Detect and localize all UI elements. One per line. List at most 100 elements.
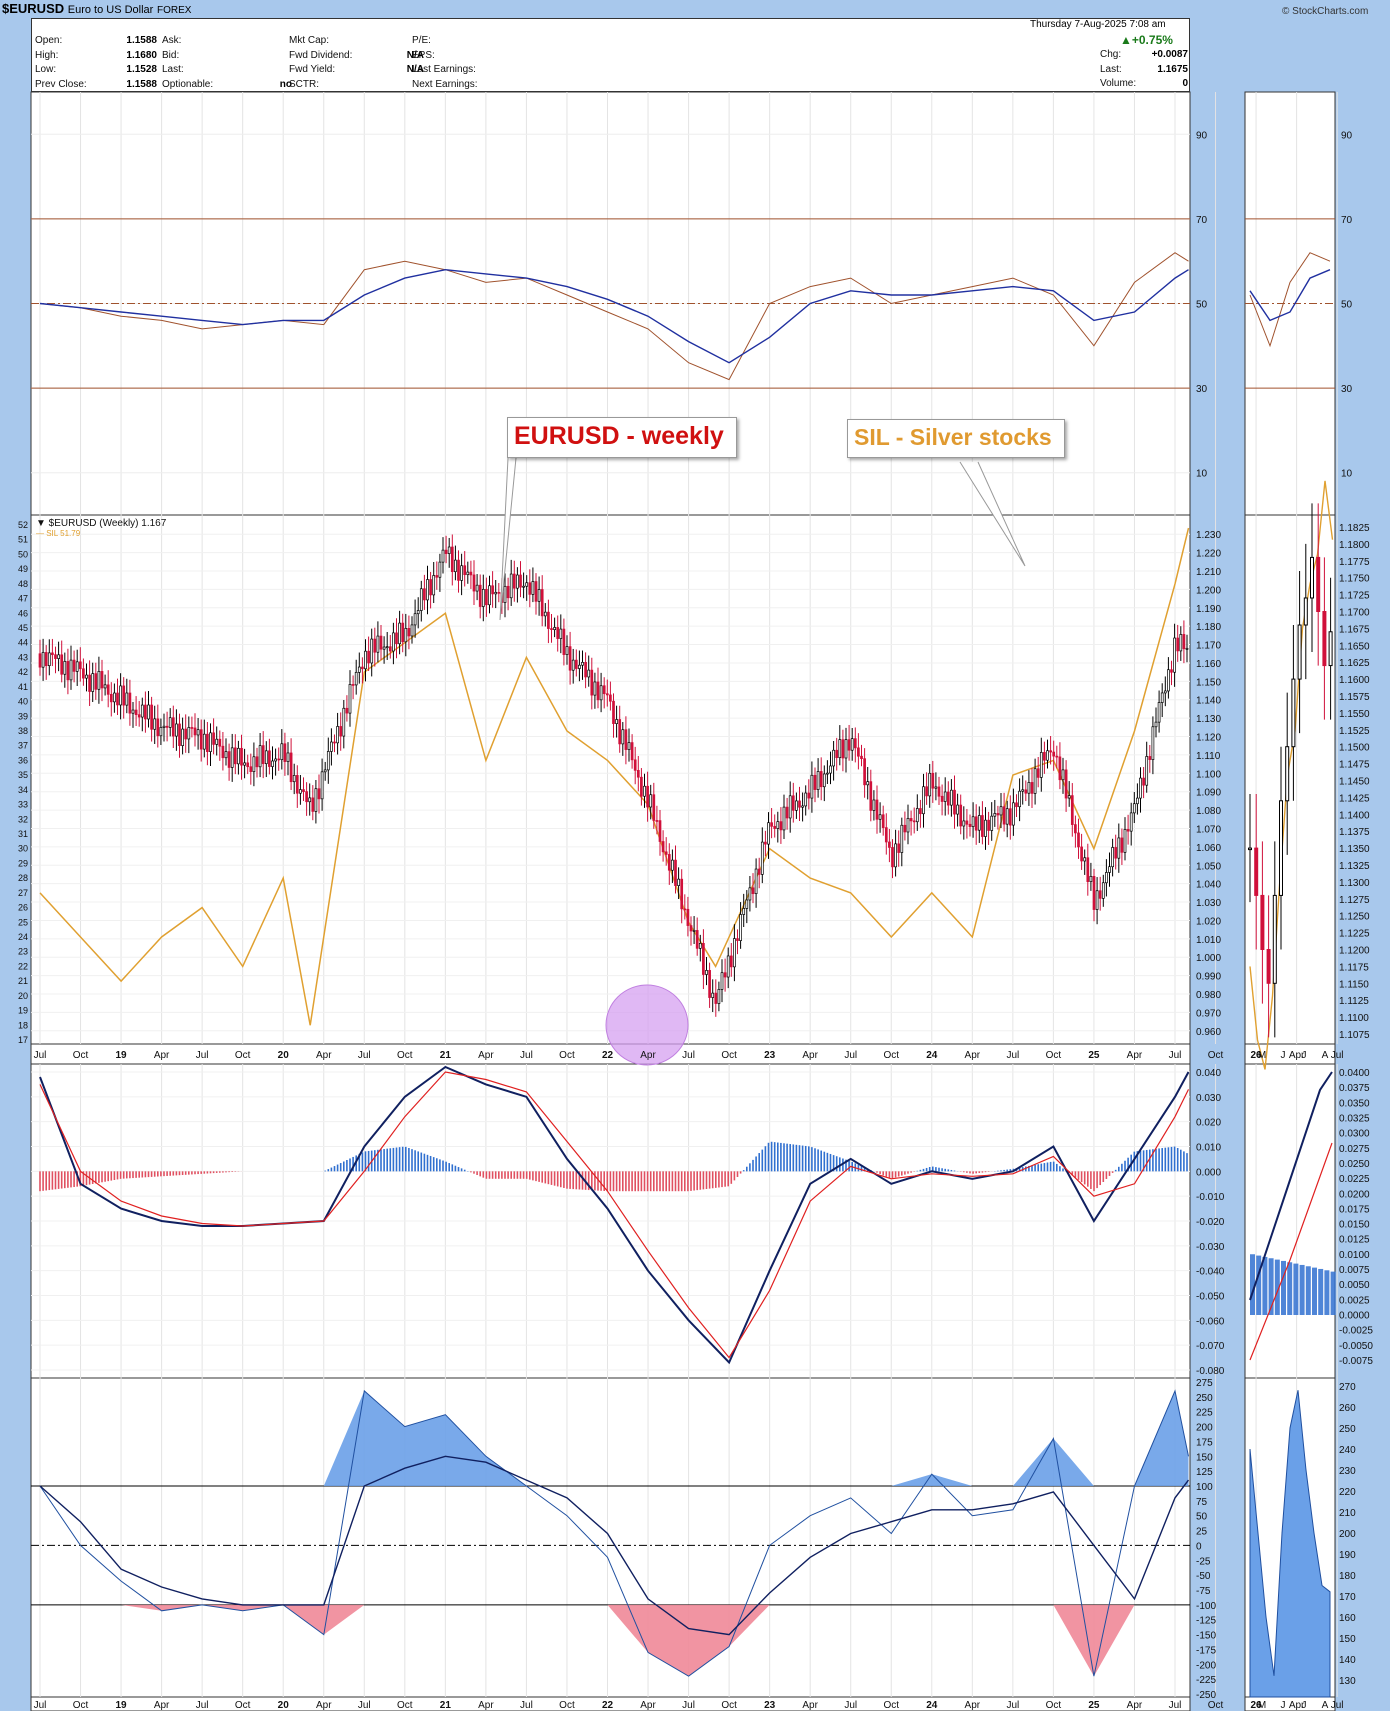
callout-sil: SIL - Silver stocks <box>847 419 1065 458</box>
candle-body <box>1185 647 1189 650</box>
candle-body <box>565 646 569 655</box>
candle-body <box>385 646 389 649</box>
sil-tick: 40 <box>18 697 28 707</box>
candle-body <box>1136 797 1139 805</box>
sil-tick: 27 <box>18 888 28 898</box>
side-price-tick: 1.1400 <box>1339 810 1370 821</box>
candle-body <box>757 868 761 875</box>
candle-body <box>773 825 777 829</box>
cci-tick: 25 <box>1196 1527 1208 1538</box>
x-tick-label: Oct <box>721 1050 737 1061</box>
candle-body <box>69 659 73 681</box>
candle-body <box>44 652 48 667</box>
macd-panel <box>39 1065 1336 1365</box>
candle-body <box>165 725 169 728</box>
side-macd-tick: 0.0075 <box>1339 1265 1370 1276</box>
candle-body <box>54 654 57 659</box>
candle-body <box>314 788 318 812</box>
candle-body <box>190 727 194 729</box>
candle-body <box>51 652 54 656</box>
candle-body <box>795 800 798 811</box>
side-macd-tick: 0.0350 <box>1339 1098 1370 1109</box>
candle-body <box>612 700 615 724</box>
price-tick: 1.140 <box>1196 696 1221 707</box>
side-candle-body <box>1303 597 1308 626</box>
candle-body <box>193 727 197 736</box>
candle-body <box>339 726 343 737</box>
candle-body <box>354 671 358 686</box>
candle-body <box>819 771 823 788</box>
candle-body <box>751 887 755 895</box>
quote-value: no <box>279 78 292 90</box>
sil-tick: 30 <box>18 844 28 854</box>
x-tick-label: Apr <box>316 1050 332 1061</box>
candle-body <box>925 786 928 797</box>
candle-body <box>590 669 594 696</box>
side-rsi-tick: 90 <box>1341 130 1353 141</box>
candle-body <box>624 729 628 750</box>
candle-body <box>274 758 277 762</box>
candle-body <box>91 673 95 692</box>
side-macd-tick: 0.0275 <box>1339 1144 1370 1155</box>
side-macd-tick: 0.0125 <box>1339 1235 1370 1246</box>
x-tick-label: Apr <box>154 1050 170 1061</box>
candle-body <box>506 585 510 599</box>
candle-body <box>919 808 922 815</box>
side-macd-tick: 0.0300 <box>1339 1129 1370 1140</box>
quote-label: Open: <box>35 35 63 46</box>
price-tick: 1.160 <box>1196 659 1221 670</box>
side-price-tick: 1.1625 <box>1339 658 1370 669</box>
side-cci-tick: 210 <box>1339 1508 1356 1519</box>
candle-body <box>695 930 699 949</box>
x-tick-label: Apr <box>478 1700 494 1711</box>
candle-body <box>863 758 866 786</box>
x-tick-label: Apr <box>802 1700 818 1711</box>
candle-body <box>1058 756 1062 781</box>
candle-body <box>330 741 333 752</box>
side-candle-body <box>1316 556 1321 612</box>
quote-label: Mkt Cap: <box>289 35 330 46</box>
candle-body <box>999 806 1003 816</box>
candle-body <box>934 786 938 789</box>
rsi-tick: 10 <box>1196 469 1208 480</box>
candle-body <box>264 750 268 765</box>
candle-body <box>984 819 987 837</box>
price-tick: 1.220 <box>1196 549 1221 560</box>
sil-tick: 25 <box>18 917 28 927</box>
macd-tick: -0.050 <box>1196 1292 1225 1303</box>
symbol-name: Euro to US Dollar <box>67 4 154 16</box>
x-tick-label: 20 <box>278 1700 290 1711</box>
sil-tick: 37 <box>18 741 28 751</box>
x-tick-label: Jul <box>1006 1050 1019 1061</box>
quote-col-3: Mkt Cap: Fwd Dividend: N/A Fwd Yield: N/A SCT… <box>289 34 424 92</box>
side-candle-body <box>1285 746 1290 802</box>
candle-body <box>655 820 659 822</box>
side-price-tick: 1.1250 <box>1339 912 1370 923</box>
candle-body <box>100 671 104 689</box>
candle-body <box>708 970 711 998</box>
candle-body <box>733 938 736 968</box>
candle-body <box>463 565 467 576</box>
candle-body <box>407 628 411 637</box>
sil-tick: 17 <box>18 1035 28 1045</box>
candle-body <box>361 666 364 670</box>
candle-body <box>903 824 907 833</box>
candle-body <box>847 739 851 751</box>
candle-body <box>103 684 107 689</box>
candle-body <box>491 585 494 595</box>
side-price-tick: 1.1475 <box>1339 760 1370 771</box>
side-price-frame <box>1244 514 1336 1045</box>
cci-tick: 0 <box>1196 1541 1202 1552</box>
x-tick-label: Jul <box>682 1700 695 1711</box>
candle-body <box>531 581 535 595</box>
candle-body <box>748 887 752 901</box>
side-cci-area <box>1249 1390 1331 1698</box>
macd-tick: -0.080 <box>1196 1366 1225 1377</box>
side-macd-tick: 0.0400 <box>1339 1068 1370 1079</box>
price-tick: 1.130 <box>1196 714 1221 725</box>
candle-body <box>221 745 225 759</box>
price-tick: 1.040 <box>1196 880 1221 891</box>
side-macd-hist-bar <box>1250 1254 1255 1315</box>
candle-body <box>543 611 547 617</box>
